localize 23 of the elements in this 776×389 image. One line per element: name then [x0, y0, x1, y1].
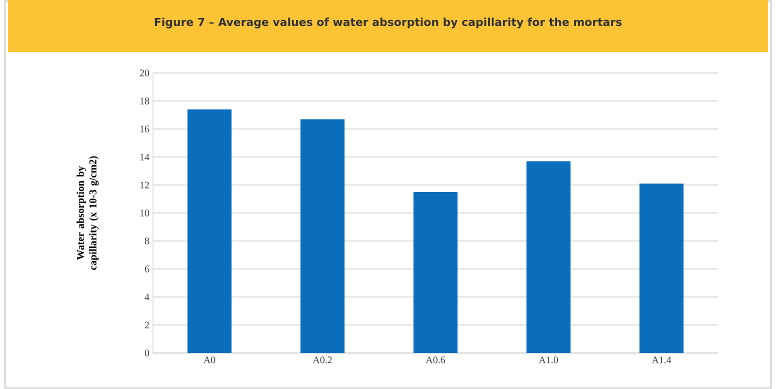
y-tick-label: 8	[144, 238, 150, 244]
y-tick-label: 16	[140, 126, 150, 132]
y-tick-label: 0	[144, 350, 150, 356]
x-tick-label: A0.6	[426, 356, 446, 364]
y-tick-label: 18	[140, 98, 150, 104]
chart-title: Figure 7 – Average values of water absorption by capillarity for the mortars	[154, 18, 622, 28]
y-tick-label: 12	[140, 182, 149, 188]
bar	[413, 192, 458, 353]
bar	[526, 161, 571, 353]
x-tick-label: A0	[204, 356, 216, 364]
x-tick-label: A1.0	[538, 356, 558, 364]
bar	[639, 184, 684, 353]
x-tick-label: A0.2	[312, 356, 332, 364]
y-tick-label: 2	[144, 322, 149, 328]
y-axis-title: Water absorption by capillarity (x 10-3 g/cm2)	[76, 156, 99, 270]
y-tick-label: 20	[140, 70, 150, 76]
y-tick-label: 10	[140, 210, 150, 216]
y-tick-label: 14	[140, 154, 150, 160]
bar	[300, 119, 345, 353]
x-tick-label: A1.4	[652, 356, 672, 364]
bar	[187, 109, 232, 353]
y-tick-label: 6	[144, 266, 150, 272]
y-tick-label: 4	[144, 294, 150, 300]
